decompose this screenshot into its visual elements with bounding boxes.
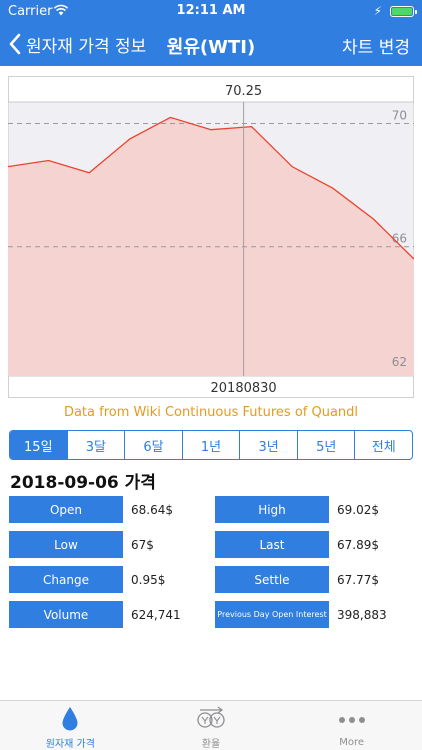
more-icon — [338, 717, 365, 723]
stat-change-label: Change — [9, 566, 123, 593]
chart-svg: 70 66 62 70.25 20180830 — [8, 76, 414, 398]
tab-exchange-label: 환율 — [201, 739, 221, 750]
chevron-left-icon — [9, 33, 21, 55]
range-option[interactable]: 5년 — [296, 431, 355, 459]
stat-open-value: 68.64$ — [131, 502, 173, 517]
stat-high: High 69.02$ — [215, 496, 379, 523]
stat-open-label: Open — [9, 496, 123, 523]
range-option[interactable]: 3년 — [239, 431, 297, 459]
battery-icon — [390, 6, 417, 17]
status-time: 12:11 AM — [176, 3, 246, 18]
stat-last: Last 67.89$ — [215, 531, 379, 558]
tab-more-label: More — [339, 737, 365, 748]
stat-open: Open 68.64$ — [9, 496, 173, 523]
tab-bar: 원자재 가격 환율 More — [0, 700, 422, 750]
stat-low: Low 67$ — [9, 531, 154, 558]
stat-low-label: Low — [9, 531, 123, 558]
range-option[interactable]: 1년 — [181, 431, 240, 459]
tab-commodities-label: 원자재 가격 — [45, 739, 95, 750]
stat-prev-oi-label: Previous Day Open Interest — [215, 601, 329, 628]
back-label: 원자재 가격 정보 — [26, 36, 147, 57]
stat-high-value: 69.02$ — [337, 502, 379, 517]
date-title: 2018-09-06 가격 — [10, 473, 156, 493]
range-segmented-control: 15일 3달 6달 1년 3년 5년 전체 — [9, 430, 413, 460]
stat-prev-oi: Previous Day Open Interest 398,883 — [215, 601, 387, 628]
status-bar: Carrier 12:11 AM ⚡ — [0, 0, 422, 22]
range-option[interactable]: 15일 — [10, 431, 67, 459]
stat-change: Change 0.95$ — [9, 566, 165, 593]
stat-high-label: High — [215, 496, 329, 523]
y-tick-label: 62 — [392, 355, 407, 369]
stat-settle-value: 67.77$ — [337, 572, 379, 587]
top-bar: Carrier 12:11 AM ⚡ 원자재 가격 정보 원유(WTI) 차트 … — [0, 0, 422, 66]
tab-exchange[interactable]: 환율 — [141, 701, 282, 750]
price-chart[interactable]: 70 66 62 70.25 20180830 — [8, 76, 414, 398]
crosshair-date-label: 20180830 — [211, 381, 277, 396]
charging-icon: ⚡ — [373, 4, 382, 18]
nav-bar: 원자재 가격 정보 원유(WTI) 차트 변경 — [0, 22, 422, 66]
wifi-icon — [53, 4, 69, 16]
stat-last-label: Last — [215, 531, 329, 558]
tab-more[interactable]: More — [281, 701, 422, 750]
carrier-label: Carrier — [8, 4, 53, 19]
y-tick-label: 66 — [392, 232, 407, 246]
stat-settle-label: Settle — [215, 566, 329, 593]
range-option[interactable]: 6달 — [124, 431, 182, 459]
change-chart-button[interactable]: 차트 변경 — [342, 38, 410, 58]
stat-low-value: 67$ — [131, 537, 154, 552]
exchange-icon — [197, 706, 225, 728]
range-option[interactable]: 3달 — [66, 431, 125, 459]
stat-prev-oi-value: 398,883 — [337, 607, 387, 622]
stat-volume-value: 624,741 — [131, 607, 181, 622]
stat-settle: Settle 67.77$ — [215, 566, 379, 593]
crosshair-value-label: 70.25 — [225, 84, 262, 99]
data-source-text: Data from Wiki Continuous Futures of Qua… — [63, 405, 359, 420]
drop-icon — [62, 707, 78, 731]
back-button[interactable]: 원자재 가격 정보 — [8, 31, 146, 57]
stat-change-value: 0.95$ — [131, 572, 166, 587]
stat-last-value: 67.89$ — [337, 537, 379, 552]
range-option[interactable]: 전체 — [354, 431, 412, 459]
stat-volume-label: Volume — [9, 601, 123, 628]
stat-volume: Volume 624,741 — [9, 601, 181, 628]
y-tick-label: 70 — [392, 109, 407, 123]
tab-commodities[interactable]: 원자재 가격 — [0, 701, 141, 750]
